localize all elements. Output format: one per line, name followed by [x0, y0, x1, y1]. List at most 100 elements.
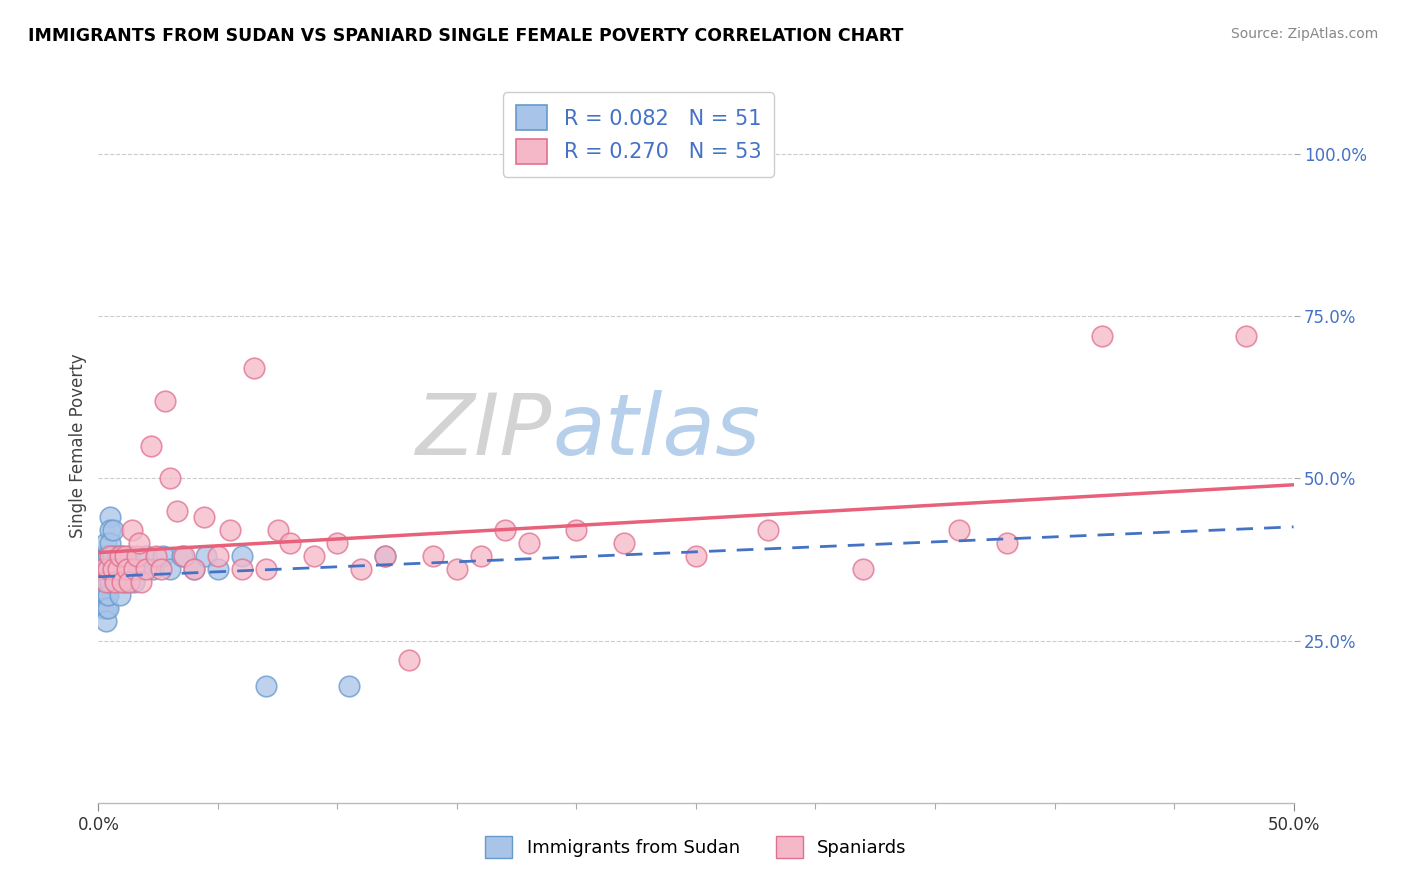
Point [111, 575, 134, 590]
Point [145, 549, 167, 564]
Point [173, 549, 195, 564]
Point [107, 575, 129, 590]
Point [128, 536, 150, 550]
Point [91, 575, 114, 590]
Point [231, 562, 253, 576]
Point [219, 524, 242, 538]
Point [107, 549, 129, 564]
Point [152, 549, 174, 564]
Point [756, 524, 779, 538]
Point [254, 562, 277, 576]
Legend: Immigrants from Sudan, Spaniards: Immigrants from Sudan, Spaniards [478, 829, 914, 865]
Point [115, 562, 138, 576]
Point [114, 575, 136, 590]
Point [470, 549, 492, 564]
Point [97, 601, 120, 615]
Point [115, 562, 138, 576]
Point [135, 562, 157, 576]
Point [125, 549, 148, 564]
Point [254, 679, 277, 693]
Point [90, 588, 112, 602]
Point [94, 536, 117, 550]
Point [107, 562, 129, 576]
Point [1234, 328, 1257, 343]
Point [183, 562, 205, 576]
Text: atlas: atlas [553, 390, 761, 474]
Point [111, 549, 134, 564]
Point [97, 588, 120, 602]
Point [195, 549, 218, 564]
Point [207, 562, 229, 576]
Point [101, 562, 124, 576]
Point [108, 588, 131, 602]
Point [193, 510, 215, 524]
Point [398, 653, 420, 667]
Point [243, 361, 266, 376]
Text: IMMIGRANTS FROM SUDAN VS SPANIARD SINGLE FEMALE POVERTY CORRELATION CHART: IMMIGRANTS FROM SUDAN VS SPANIARD SINGLE… [28, 27, 904, 45]
Point [422, 549, 444, 564]
Point [111, 562, 134, 576]
Point [91, 601, 114, 615]
Point [97, 575, 120, 590]
Point [101, 524, 124, 538]
Point [98, 549, 122, 564]
Point [302, 549, 325, 564]
Point [124, 562, 146, 576]
Point [374, 549, 396, 564]
Point [131, 575, 153, 590]
Point [350, 562, 373, 576]
Point [149, 562, 172, 576]
Point [101, 562, 124, 576]
Point [90, 575, 112, 590]
Point [91, 562, 114, 576]
Text: Source: ZipAtlas.com: Source: ZipAtlas.com [1230, 27, 1378, 41]
Point [995, 536, 1018, 550]
Point [94, 601, 117, 615]
Point [207, 549, 229, 564]
Point [267, 524, 290, 538]
Point [94, 575, 117, 590]
Point [98, 524, 122, 538]
Point [139, 439, 162, 453]
Point [1091, 328, 1114, 343]
Point [97, 549, 120, 564]
Point [90, 562, 112, 576]
Point [114, 549, 136, 564]
Point [142, 562, 165, 576]
Point [108, 549, 131, 564]
Point [98, 510, 122, 524]
Point [94, 614, 117, 628]
Point [159, 562, 181, 576]
Point [374, 549, 396, 564]
Point [446, 562, 468, 576]
Point [278, 536, 301, 550]
Point [94, 562, 117, 576]
Point [166, 504, 188, 518]
Point [101, 549, 124, 564]
Point [94, 588, 117, 602]
Point [91, 588, 114, 602]
Point [852, 562, 875, 576]
Point [91, 549, 114, 564]
Point [339, 679, 361, 693]
Point [94, 575, 117, 590]
Point [172, 549, 194, 564]
Point [494, 524, 516, 538]
Point [98, 536, 122, 550]
Point [91, 562, 114, 576]
Point [155, 393, 177, 408]
Point [183, 562, 205, 576]
Point [97, 562, 120, 576]
Text: ZIP: ZIP [416, 390, 553, 474]
Point [231, 549, 253, 564]
Point [118, 575, 141, 590]
Point [104, 562, 127, 576]
Point [685, 549, 707, 564]
Point [104, 575, 127, 590]
Point [121, 524, 143, 538]
Point [124, 575, 146, 590]
Point [326, 536, 349, 550]
Point [98, 575, 122, 590]
Point [135, 549, 157, 564]
Point [159, 471, 181, 485]
